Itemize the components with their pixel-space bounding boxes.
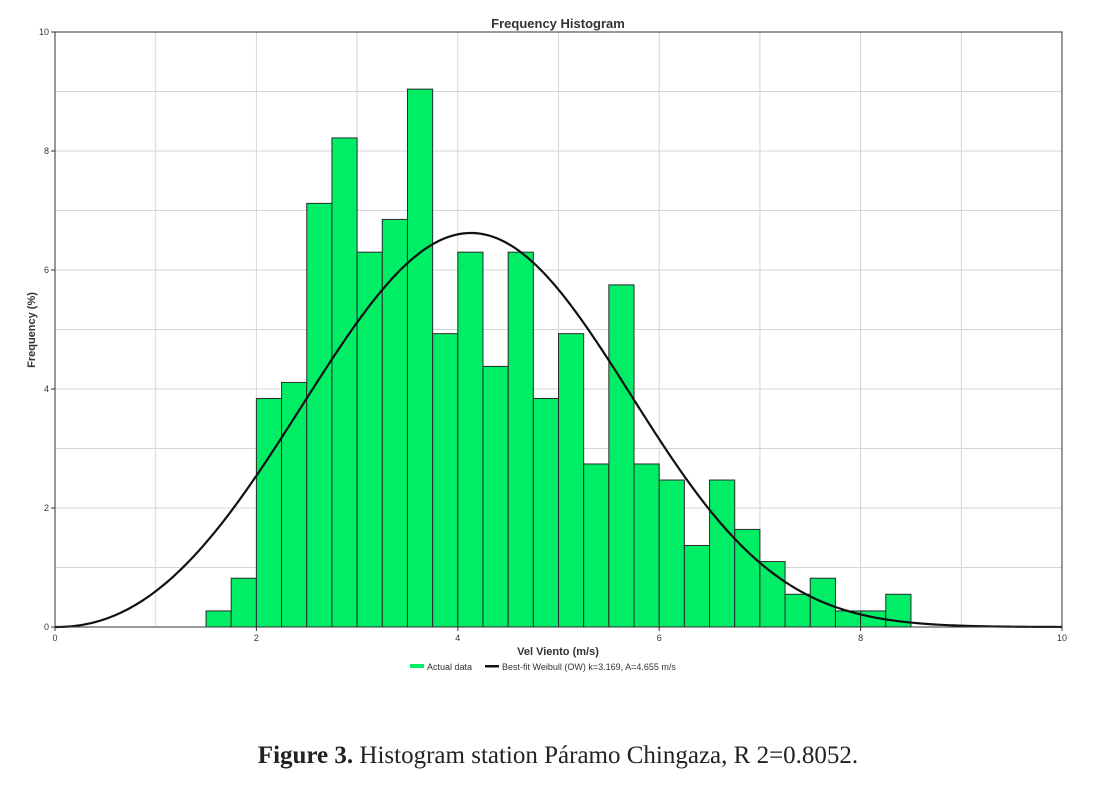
weibull-curve-layer — [54, 231, 1062, 629]
figure-caption: Figure 3. Histogram station Páramo Ching… — [0, 742, 1116, 770]
histogram-bar — [406, 88, 434, 628]
histogram-bar — [633, 463, 660, 628]
y-axis-label: Frequency (%) — [26, 292, 38, 368]
histogram-bar — [230, 577, 257, 628]
histogram-bar — [306, 202, 333, 628]
y-tick-label: 6 — [44, 265, 49, 275]
histogram-bar — [558, 333, 585, 628]
histogram-bar — [482, 365, 509, 628]
x-tick-label: 4 — [455, 633, 460, 643]
y-tick-label: 4 — [44, 384, 49, 394]
legend-swatch-actual-data — [410, 664, 424, 668]
legend-label-actual-data: Actual data — [427, 662, 472, 672]
histogram-chart: Frequency Histogram 0 2 4 6 8 10 0 2 4 6 8 10 Vel V… — [26, 16, 1067, 672]
histogram-bar — [532, 398, 560, 628]
histogram-bar — [608, 284, 635, 628]
legend: Actual data Best-fit Weibull (OW) k=3.16… — [410, 662, 676, 672]
x-tick-label: 10 — [1057, 633, 1067, 643]
x-tick-label: 6 — [657, 633, 662, 643]
histogram-bar — [381, 218, 408, 628]
histogram-bar — [583, 463, 610, 628]
y-tick-label: 0 — [44, 622, 49, 632]
histogram-bar — [658, 479, 685, 628]
plot-frame — [54, 31, 1063, 628]
x-tick-label: 8 — [858, 633, 863, 643]
y-tick-label: 2 — [44, 503, 49, 513]
histogram-bar — [809, 577, 836, 628]
x-tick-label: 2 — [254, 633, 259, 643]
figure-caption-label: Figure 3. — [257, 742, 354, 769]
x-tick-label: 0 — [52, 633, 57, 643]
histogram-bar — [759, 561, 786, 628]
chart-title: Frequency Histogram — [491, 16, 625, 31]
histogram-bar — [784, 593, 811, 628]
y-tick-label: 8 — [44, 146, 49, 156]
y-tick-label: 10 — [39, 27, 49, 37]
histogram-bar — [734, 528, 761, 628]
histogram-bar — [457, 251, 484, 628]
histogram-bar — [683, 544, 711, 628]
histogram-bar — [432, 333, 459, 628]
histogram-bar — [255, 398, 283, 628]
histogram-bar — [205, 610, 232, 628]
x-axis-label: Vel Viento (m/s) — [517, 646, 599, 658]
histogram-bar — [331, 137, 358, 628]
histogram-bar — [356, 251, 383, 628]
weibull-fit-curve — [54, 231, 1062, 629]
legend-swatch-weibull — [485, 665, 499, 668]
histogram-bar — [709, 479, 736, 628]
histogram-bar — [507, 251, 534, 628]
legend-label-weibull: Best-fit Weibull (OW) k=3.169, A=4.655 m… — [502, 662, 676, 672]
figure-caption-text: Histogram station Páramo Chingaza, R 2=0… — [353, 742, 859, 769]
axes: 0 2 4 6 8 10 0 2 4 6 8 10 — [39, 27, 1067, 643]
